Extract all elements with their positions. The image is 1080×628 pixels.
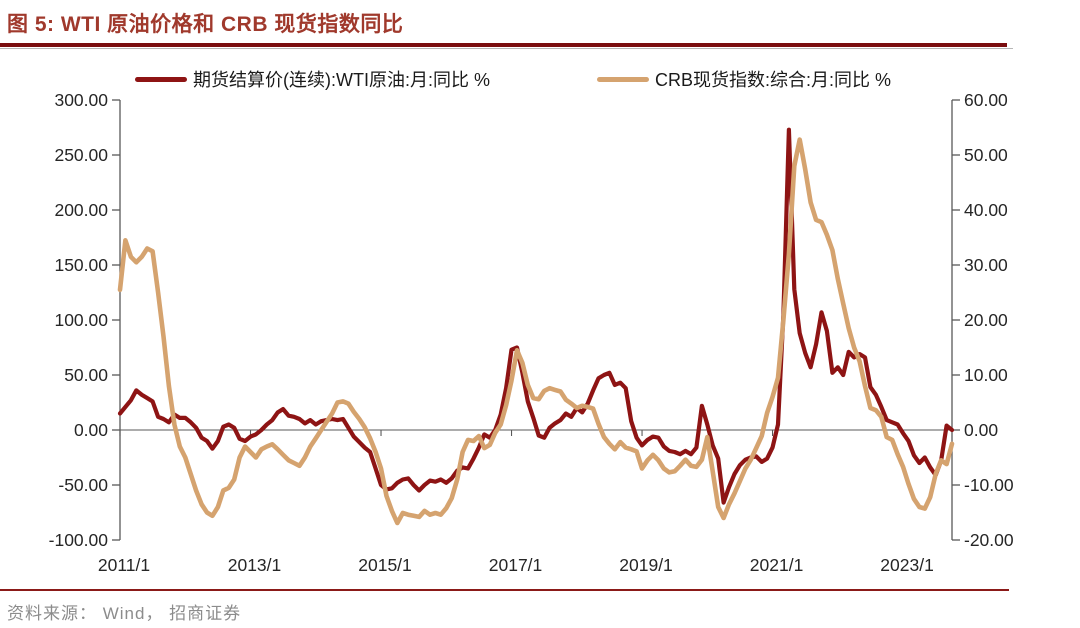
left-axis-tick-label: -50.00 — [58, 475, 108, 495]
x-axis-tick-label: 2013/1 — [228, 555, 282, 575]
wti-line-series — [117, 127, 955, 505]
left-axis-tick-label: 100.00 — [54, 310, 108, 330]
right-axis-tick-label: 20.00 — [964, 310, 1008, 330]
left-axis-tick-label: -100.00 — [49, 530, 109, 550]
source-rule — [0, 589, 1009, 591]
x-axis-tick-label: 2021/1 — [750, 555, 804, 575]
crb-line-series — [117, 137, 955, 526]
title-rule — [0, 43, 1007, 47]
right-axis-tick-label: 60.00 — [964, 90, 1008, 110]
right-axis-tick-label: -20.00 — [964, 530, 1014, 550]
x-axis-tick-label: 2017/1 — [489, 555, 543, 575]
right-axis-tick-label: 10.00 — [964, 365, 1008, 385]
left-axis-tick-label: 200.00 — [54, 200, 108, 220]
x-axis-tick-label: 2019/1 — [619, 555, 673, 575]
right-axis-tick-label: 30.00 — [964, 255, 1008, 275]
left-axis-tick-label: 0.00 — [74, 420, 108, 440]
legend-item-crb: CRB现货指数:综合:月:同比 % — [597, 66, 891, 92]
left-axis-tick-label: 50.00 — [64, 365, 108, 385]
x-axis-tick-label: 2015/1 — [358, 555, 412, 575]
x-axis-tick-label: 2011/1 — [98, 555, 150, 575]
left-axis-tick-label: 300.00 — [54, 90, 108, 110]
figure-title: 图 5: WTI 原油价格和 CRB 现货指数同比 — [7, 13, 404, 36]
right-axis-tick-label: 40.00 — [964, 200, 1008, 220]
right-axis-tick-label: 50.00 — [964, 145, 1008, 165]
x-axis-tick-label: 2023/1 — [880, 555, 934, 575]
legend-item-wti: 期货结算价(连续):WTI原油:月:同比 % — [135, 66, 490, 92]
left-axis-tick-label: 250.00 — [54, 145, 108, 165]
left-axis-tick-label: 150.00 — [54, 255, 108, 275]
chart-legend: 期货结算价(连续):WTI原油:月:同比 % CRB现货指数:综合:月:同比 % — [0, 66, 1080, 92]
right-axis-tick-label: -10.00 — [964, 475, 1014, 495]
crb-legend-swatch — [597, 76, 649, 82]
right-axis-tick-label: 0.00 — [964, 420, 998, 440]
wti-legend-swatch — [135, 76, 187, 82]
wti-legend-label: 期货结算价(连续):WTI原油:月:同比 % — [193, 70, 490, 90]
source-note: 资料来源： Wind， 招商证券 — [7, 604, 242, 623]
crb-legend-label: CRB现货指数:综合:月:同比 % — [655, 70, 892, 90]
title-rule-thin — [0, 48, 1013, 49]
